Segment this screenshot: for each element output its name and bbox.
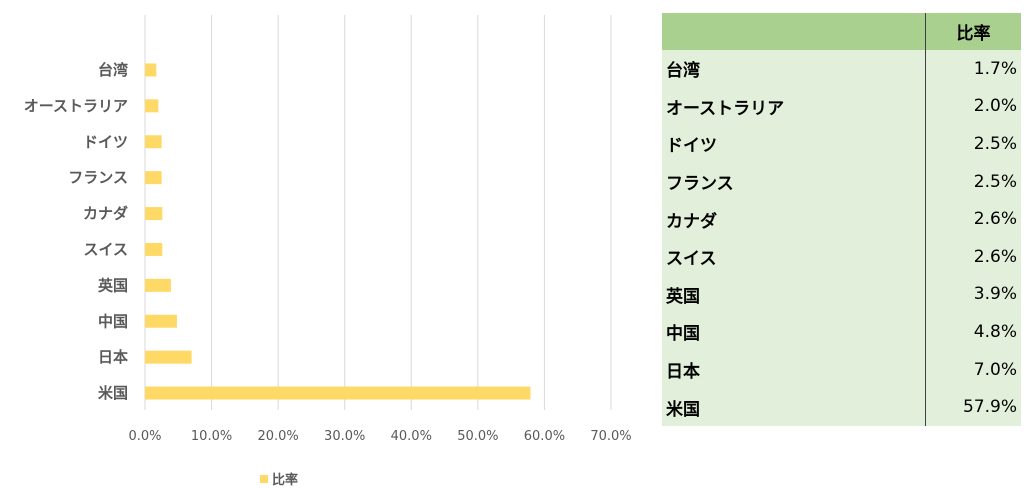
table-cell-name: 中国 bbox=[662, 313, 926, 351]
table-row: スイス 2.6% bbox=[662, 237, 1021, 276]
table-header-row: 比率 bbox=[662, 13, 1021, 50]
category-label: 米国 bbox=[98, 384, 128, 402]
table-cell-value: 57.9% bbox=[925, 388, 1021, 426]
table-row: カナダ 2.6% bbox=[662, 200, 1021, 238]
table-row: ドイツ 2.5% bbox=[662, 125, 1021, 163]
table-cell-value: 2.0% bbox=[925, 87, 1021, 126]
table-cell-value: 4.8% bbox=[925, 313, 1021, 351]
table-cell-value: 2.6% bbox=[925, 237, 1021, 276]
category-label: カナダ bbox=[83, 205, 128, 223]
table-row: 英国 3.9% bbox=[662, 275, 1021, 314]
legend-label: 比率 bbox=[272, 472, 298, 488]
bars bbox=[145, 63, 531, 400]
table-body: 台湾 1.7% オーストラリア 2.0% ドイツ 2.5% フランス 2.5% カナダ 2.6% ス… bbox=[662, 50, 1021, 426]
bar bbox=[145, 99, 159, 113]
x-tick-labels: 0.0% 10.0% 20.0% 30.0% 40.0% 50.0% 60.0% 70.0% bbox=[128, 429, 631, 444]
category-label: スイス bbox=[83, 240, 128, 258]
legend-swatch bbox=[260, 475, 268, 483]
bar bbox=[145, 278, 171, 292]
x-tick-label: 10.0% bbox=[191, 429, 232, 444]
x-tick-label: 70.0% bbox=[590, 429, 631, 444]
legend: 比率 bbox=[260, 472, 298, 488]
header-cell-name bbox=[662, 13, 926, 50]
x-tick-label: 40.0% bbox=[391, 429, 432, 444]
table-cell-name: 日本 bbox=[662, 350, 926, 389]
bar bbox=[145, 350, 192, 364]
x-tick-label: 0.0% bbox=[128, 429, 161, 444]
table-cell-name: ドイツ bbox=[662, 125, 926, 163]
table-cell-name: スイス bbox=[662, 237, 926, 276]
table-row: 中国 4.8% bbox=[662, 313, 1021, 351]
bar bbox=[145, 171, 162, 185]
table-row: 米国 57.9% bbox=[662, 388, 1021, 426]
gridlines bbox=[144, 15, 612, 410]
table-cell-name: フランス bbox=[662, 162, 926, 201]
category-label: 中国 bbox=[98, 312, 128, 330]
bar bbox=[145, 63, 157, 77]
category-label: 英国 bbox=[98, 276, 128, 294]
table-cell-name: 英国 bbox=[662, 275, 926, 314]
table-cell-name: 米国 bbox=[662, 388, 926, 426]
header-cell-ratio: 比率 bbox=[925, 13, 1021, 50]
bar bbox=[145, 242, 163, 256]
bar bbox=[145, 386, 531, 400]
table-row: オーストラリア 2.0% bbox=[662, 87, 1021, 126]
category-label: 日本 bbox=[98, 348, 128, 366]
x-tick-label: 50.0% bbox=[457, 429, 498, 444]
category-label: フランス bbox=[68, 169, 128, 187]
table-cell-value: 1.7% bbox=[925, 50, 1021, 88]
bar bbox=[145, 314, 177, 328]
table-cell-name: カナダ bbox=[662, 200, 926, 238]
table-row: 日本 7.0% bbox=[662, 350, 1021, 389]
data-table-container: 比率 台湾 1.7% オーストラリア 2.0% ドイツ 2.5% フランス 2.5% カナダ 2.… bbox=[662, 13, 1021, 426]
data-table: 比率 台湾 1.7% オーストラリア 2.0% ドイツ 2.5% フランス 2.5% カナダ 2.… bbox=[662, 13, 1021, 426]
table-row: フランス 2.5% bbox=[662, 162, 1021, 201]
table-cell-value: 7.0% bbox=[925, 350, 1021, 389]
table-cell-name: オーストラリア bbox=[662, 87, 926, 126]
table-cell-value: 2.5% bbox=[925, 162, 1021, 201]
table-cell-value: 2.6% bbox=[925, 200, 1021, 238]
x-tick-label: 20.0% bbox=[257, 429, 298, 444]
x-tick-label: 60.0% bbox=[524, 429, 565, 444]
category-label: オーストラリア bbox=[24, 97, 128, 115]
table-cell-name: 台湾 bbox=[662, 50, 926, 88]
x-tick-label: 30.0% bbox=[324, 429, 365, 444]
table-cell-value: 2.5% bbox=[925, 125, 1021, 163]
table-row: 台湾 1.7% bbox=[662, 50, 1021, 88]
category-label: ドイツ bbox=[83, 133, 128, 151]
bar bbox=[145, 135, 162, 149]
table-cell-value: 3.9% bbox=[925, 275, 1021, 314]
bar bbox=[145, 207, 163, 221]
category-label: 台湾 bbox=[98, 61, 128, 79]
